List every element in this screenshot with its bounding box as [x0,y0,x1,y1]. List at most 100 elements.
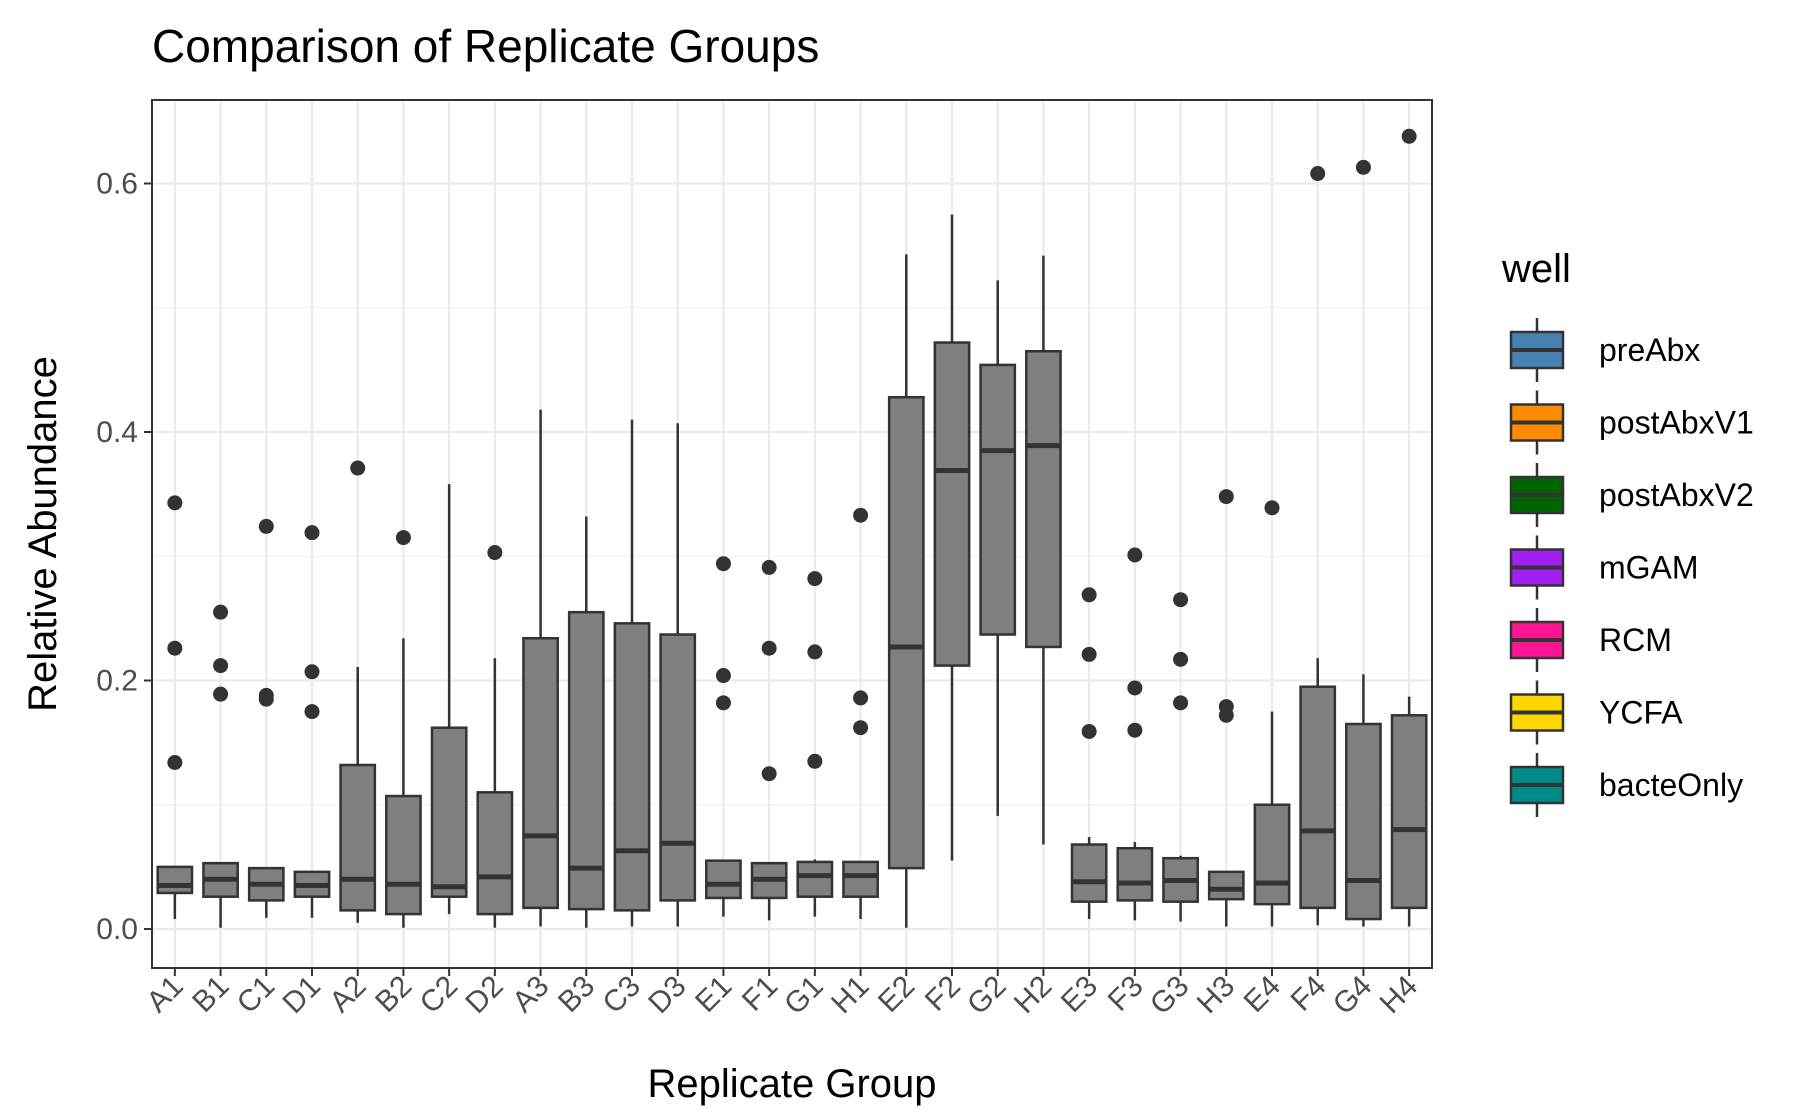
box-body [659,633,697,902]
outlier-point [807,644,823,660]
outlier-point [761,559,777,575]
legend-label: preAbx [1599,332,1700,368]
box-E4 [1253,500,1291,927]
y-axis: 0.0 0.2 0.4 0.6 [96,168,152,946]
outlier-point [853,720,869,736]
y-tick-label: 0.0 [96,913,138,946]
box-body [705,859,742,900]
box-D1 [293,525,331,918]
legend-item-preAbx: preAbx [1509,318,1700,382]
box-F3 [1116,547,1154,921]
box-A3 [522,409,559,927]
box-H1 [842,507,879,920]
outlier-point [715,556,731,572]
outlier-point [715,695,731,711]
outlier-point [715,668,731,684]
outlier-point [395,530,411,546]
outlier-point [761,640,777,656]
outlier-point [1127,722,1143,738]
y-tick-label: 0.2 [96,665,138,698]
legend-label: RCM [1599,622,1672,658]
box-body [887,395,925,870]
legend-label: postAbxV2 [1599,477,1754,513]
box-G2 [979,280,1017,816]
legend-item-bacteOnly: bacteOnly [1509,753,1743,817]
box-E2 [887,254,925,928]
box-body [613,622,651,912]
y-tick-label: 0.4 [96,416,138,449]
box-B3 [567,516,605,928]
box-body [1345,722,1382,921]
outlier-point [213,604,229,620]
legend-label: postAbxV1 [1599,405,1754,441]
outlier-point [304,525,320,541]
outlier-point [213,686,229,702]
y-axis-title: Relative Abundance [21,356,65,712]
plot-panel-border [151,99,1433,969]
box-E3 [1070,587,1108,920]
box-body [339,763,377,912]
box-D2 [476,545,514,928]
box-F1 [750,559,788,921]
legend: well preAbx postAbxV1 postAbxV2 mGAM RCM YCFA… [1501,247,1754,817]
outlier-point [1081,646,1097,662]
legend-label: YCFA [1599,695,1683,731]
box-body [522,637,559,910]
box-D3 [659,423,697,927]
outlier-point [1127,547,1143,563]
legend-item-postAbxV2: postAbxV2 [1509,463,1754,527]
outlier-point [1173,695,1189,711]
box-body [476,791,514,916]
box-body [1116,846,1154,902]
box-body [1207,870,1245,901]
box-B2 [385,530,422,928]
box-body [156,865,194,895]
outlier-point [1173,592,1189,608]
box-H4 [1390,128,1428,927]
box-F4 [1299,166,1337,926]
outlier-point [167,755,183,771]
outlier-point [853,690,869,706]
box-body [796,860,834,898]
legend-item-YCFA: YCFA [1509,680,1683,745]
legend-item-RCM: RCM [1509,608,1672,672]
outlier-point [487,545,503,561]
legend-item-mGAM: mGAM [1509,535,1699,600]
outlier-point [761,766,777,782]
outlier-point [807,753,823,769]
outlier-point [807,571,823,587]
box-plots [156,128,1428,928]
outlier-point [1355,159,1371,175]
outlier-point [213,658,229,674]
outlier-point [1401,128,1417,144]
outlier-point [1127,680,1143,696]
box-E1 [705,556,742,917]
outlier-point [258,518,274,534]
legend-title: well [1501,247,1571,291]
outlier-point [1310,166,1326,182]
box-G4 [1345,159,1382,927]
legend-item-postAbxV1: postAbxV1 [1509,390,1754,455]
box-C1 [247,518,285,918]
box-C2 [430,484,468,915]
box-body [1025,349,1062,649]
legend-label: mGAM [1599,550,1699,586]
box-body [979,363,1017,636]
box-A2 [339,460,377,923]
box-body [567,610,605,911]
outlier-point [1173,651,1189,667]
box-H2 [1025,255,1062,845]
outlier-point [350,460,366,476]
box-C3 [613,419,651,927]
box-H3 [1207,489,1245,927]
outlier-point [167,495,183,511]
box-body [1390,714,1428,910]
outlier-point [258,691,274,707]
box-body [1299,685,1337,910]
box-body [1253,803,1291,906]
y-tick-label: 0.6 [96,168,138,201]
box-body [1070,843,1108,903]
box-A1 [156,495,194,920]
box-body [933,341,971,667]
box-F2 [933,214,971,861]
